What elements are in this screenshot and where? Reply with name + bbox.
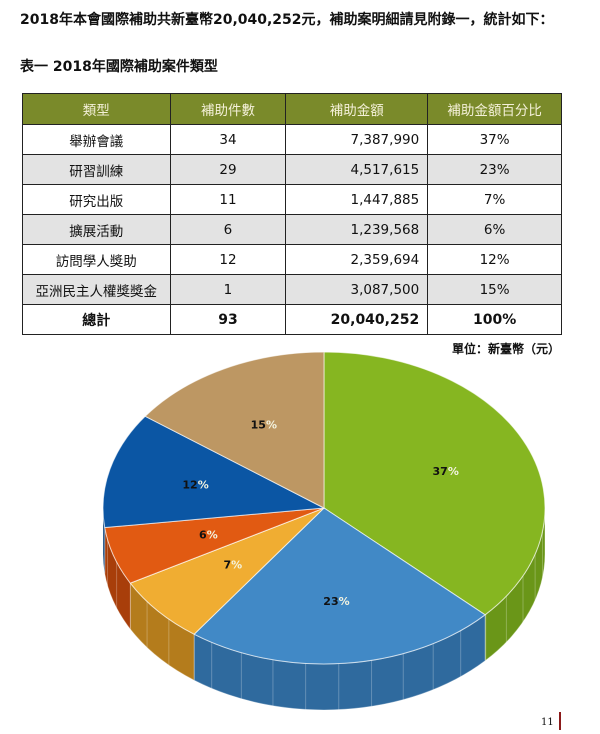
table-cell: 29 xyxy=(169,154,287,185)
table-cell: 訪問學人獎助 xyxy=(22,244,171,275)
pie-label-3: 6% xyxy=(199,529,218,542)
table-cell: 6 xyxy=(169,214,287,245)
column-header: 補助金額百分比 xyxy=(427,93,562,125)
table-row: 亞洲民主人權獎獎金 1 3,087,500 15% xyxy=(22,274,562,305)
table-cell: 100% xyxy=(427,304,562,335)
pie-label-5: 15% xyxy=(251,419,277,432)
table-cell: 1,239,568 xyxy=(285,214,429,245)
table-caption: 表一 2018年國際補助案件類型 xyxy=(20,59,218,75)
table-row: 研習訓練 29 4,517,615 23% xyxy=(22,154,562,185)
column-header: 補助金額 xyxy=(285,93,429,125)
table-cell: 研習訓練 xyxy=(22,154,171,185)
table-cell: 20,040,252 xyxy=(285,304,429,335)
table-cell: 擴展活動 xyxy=(22,214,171,245)
pie-slice-5 xyxy=(144,351,325,509)
pie-slice-0 xyxy=(323,351,546,616)
unit-note: 單位：新臺幣（元） xyxy=(451,342,560,356)
pie-label-0: 37% xyxy=(433,465,459,478)
total-row: 總計 93 20,040,252 100% xyxy=(22,304,562,335)
column-header: 補助件數 xyxy=(169,93,287,125)
page-number: 11 xyxy=(541,717,554,728)
pie-label-4: 12% xyxy=(182,479,208,492)
table-cell: 12% xyxy=(427,244,562,275)
pie-slice-1 xyxy=(193,507,486,665)
table-cell: 6% xyxy=(427,214,562,245)
table-cell: 亞洲民主人權獎獎金 xyxy=(22,274,171,305)
grant-table: 類型 補助件數 補助金額 補助金額百分比 舉辦會議 34 7,387,990 37% 研習訓練… xyxy=(22,93,562,335)
table-row: 舉辦會議 34 7,387,990 37% xyxy=(22,124,562,155)
table-header-row: 類型 補助件數 補助金額 補助金額百分比 xyxy=(22,93,562,125)
intro-paragraph: 2018年本會國際補助共新臺幣20,040,252元，補助案明細請見附錄一，統計… xyxy=(20,12,554,28)
table-cell: 93 xyxy=(169,304,287,335)
page-marker xyxy=(559,712,561,730)
table-cell: 34 xyxy=(169,124,287,155)
table-cell: 舉辦會議 xyxy=(22,124,171,155)
column-header: 類型 xyxy=(22,93,171,125)
table-row: 擴展活動 6 1,239,568 6% xyxy=(22,214,562,245)
table-cell: 37% xyxy=(427,124,562,155)
table-row: 研究出版 11 1,447,885 7% xyxy=(22,184,562,215)
pie-label-1: 23% xyxy=(323,595,349,608)
table-cell: 23% xyxy=(427,154,562,185)
table-cell: 1 xyxy=(169,274,287,305)
table-cell: 4,517,615 xyxy=(285,154,429,185)
pie-slice-4 xyxy=(102,415,326,529)
table-cell: 12 xyxy=(169,244,287,275)
table-cell: 15% xyxy=(427,274,562,305)
pie-label-2: 7% xyxy=(223,559,242,572)
table-cell: 總計 xyxy=(22,304,171,335)
table-cell: 7% xyxy=(427,184,562,215)
